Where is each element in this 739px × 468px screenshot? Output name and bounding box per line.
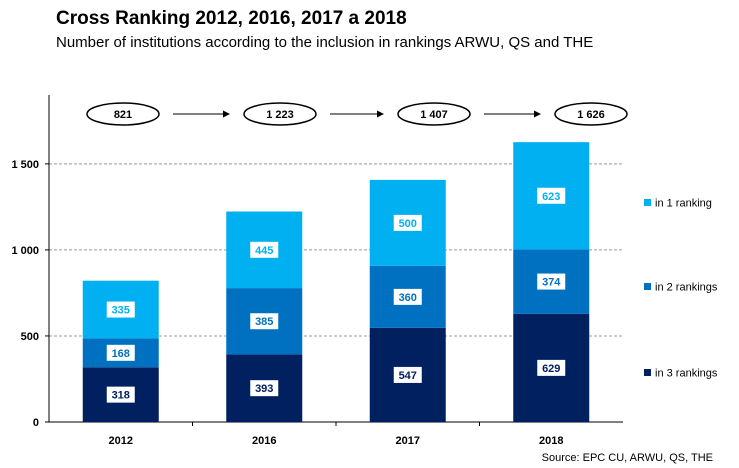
data-label: 360	[399, 292, 417, 304]
total-ellipse	[397, 102, 471, 126]
chart-subtitle: Number of institutions according to the …	[56, 34, 594, 51]
data-label-box	[537, 273, 566, 290]
total-label: 821	[114, 109, 132, 121]
chart-title: Cross Ranking 2012, 2016, 2017 a 2018	[56, 8, 407, 29]
data-label-box	[106, 386, 135, 403]
y-tick-label: 500	[21, 331, 39, 343]
legend-swatch	[644, 369, 651, 376]
legend-label: in 2 rankings	[655, 282, 718, 294]
data-label: 623	[542, 191, 560, 203]
arrow-head	[377, 110, 384, 118]
data-label-box	[393, 288, 422, 305]
data-label-box	[106, 344, 135, 361]
x-tick-label: 2017	[396, 435, 420, 447]
data-label: 374	[542, 277, 561, 289]
y-tick-label: 0	[33, 417, 39, 429]
x-tick-label: 2018	[539, 435, 563, 447]
y-tick-label: 1 500	[11, 159, 39, 171]
legend-label: in 3 rankings	[655, 368, 718, 380]
total-label: 1 407	[420, 109, 448, 121]
data-label-box	[106, 301, 135, 318]
data-label: 547	[399, 370, 417, 382]
chart-source: Source: EPC CU, ARWU, QS, THE	[541, 452, 713, 464]
total-ellipse	[86, 102, 160, 126]
data-label-box	[250, 313, 279, 330]
total-label: 1 223	[266, 109, 294, 121]
x-tick-label: 2016	[252, 435, 276, 447]
data-label-box	[250, 241, 279, 258]
arrow-head	[534, 110, 541, 118]
data-label-box	[537, 187, 566, 204]
legend-swatch	[644, 199, 651, 206]
data-label: 335	[112, 305, 130, 317]
data-label: 318	[112, 390, 130, 402]
legend-label: in 1 ranking	[655, 198, 712, 210]
data-label: 168	[112, 348, 130, 360]
data-label: 385	[255, 316, 273, 328]
total-label: 1 626	[577, 109, 605, 121]
data-label-box	[537, 359, 566, 376]
data-label-box	[393, 366, 422, 383]
data-label-box	[250, 380, 279, 397]
data-label-box	[393, 214, 422, 231]
data-label: 393	[255, 383, 273, 395]
data-label: 629	[542, 363, 560, 375]
x-tick-label: 2012	[109, 435, 133, 447]
data-label: 500	[399, 218, 417, 230]
arrow-head	[223, 110, 230, 118]
total-ellipse	[554, 102, 628, 126]
total-ellipse	[243, 102, 317, 126]
legend-swatch	[644, 283, 651, 290]
y-tick-label: 1 000	[11, 245, 39, 257]
data-label: 445	[255, 245, 273, 257]
